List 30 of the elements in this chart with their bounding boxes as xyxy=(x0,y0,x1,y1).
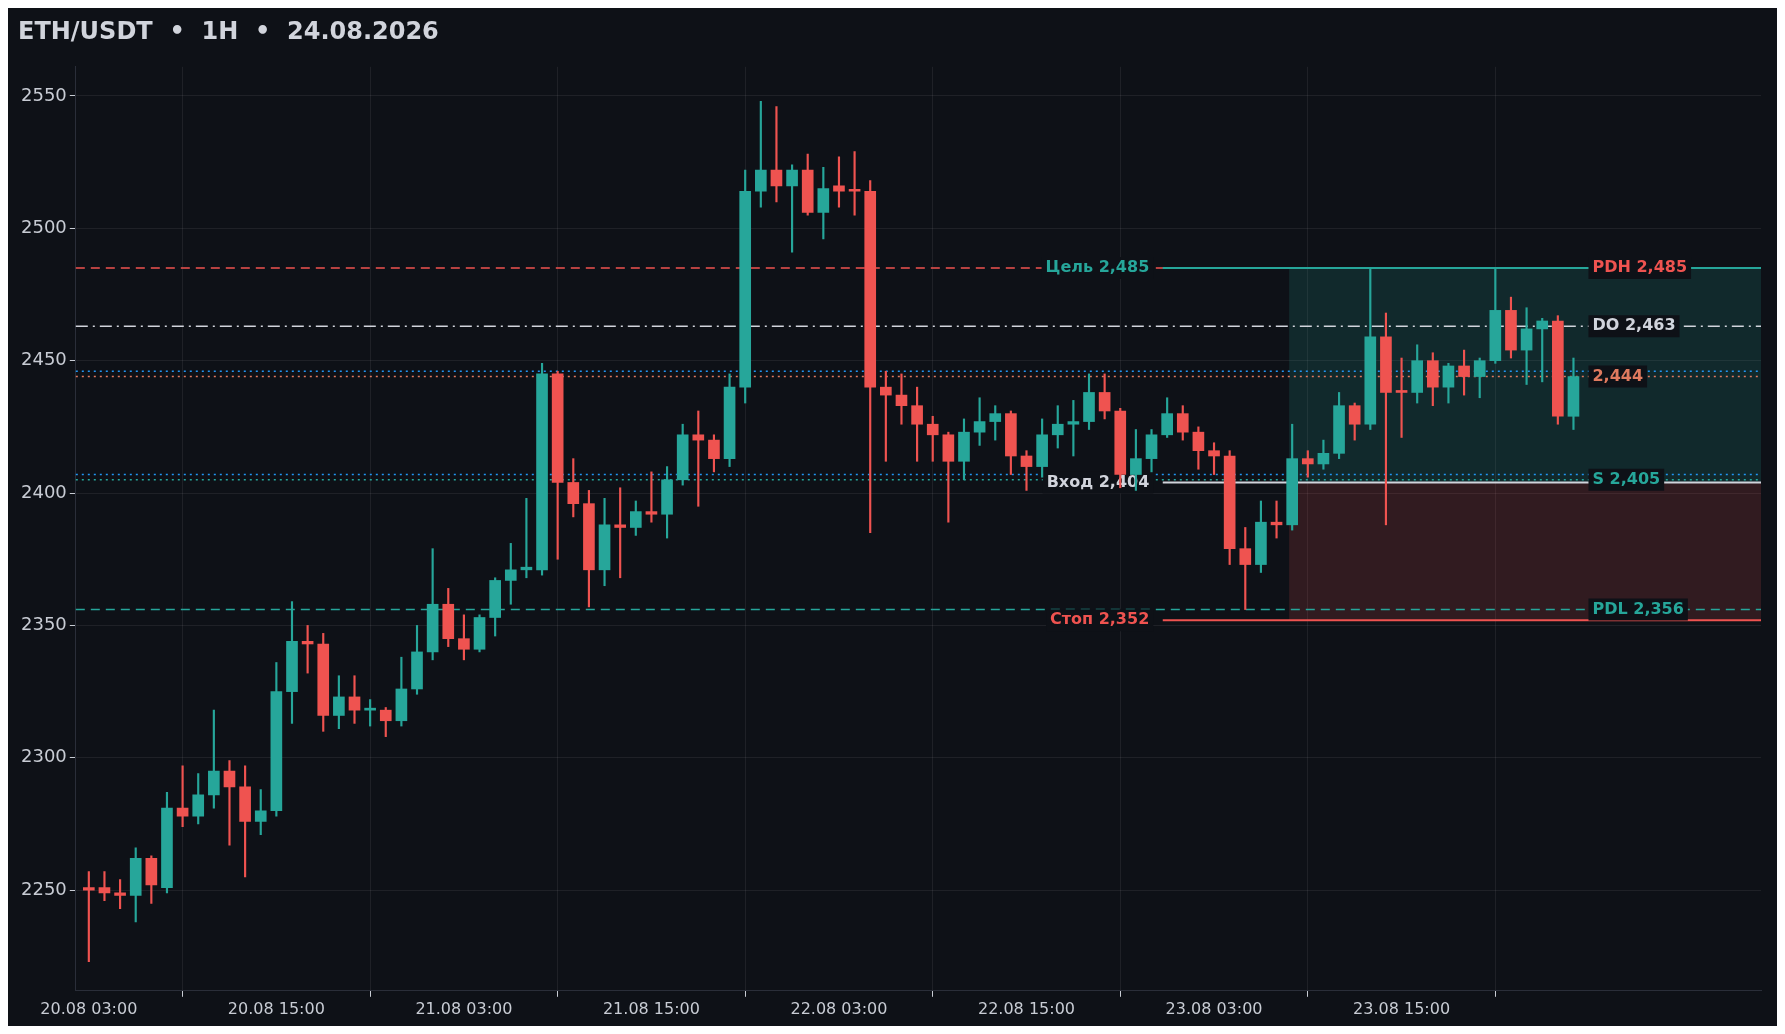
candlestick xyxy=(1395,357,1408,438)
x-tick-label: 23.08 03:00 xyxy=(1165,998,1263,1018)
y-tick-label: 2250 xyxy=(21,877,67,899)
candlestick xyxy=(223,760,236,846)
candlestick xyxy=(770,106,783,203)
ref-line-label: Цель 2,485 xyxy=(1045,257,1150,277)
chart-title: ETH/USDT • 1H • 24.08.2026 xyxy=(18,16,439,45)
y-tick-label: 2500 xyxy=(21,215,67,237)
x-tick-label: 22.08 15:00 xyxy=(978,998,1075,1018)
y-tick-label: 2400 xyxy=(21,480,67,502)
y-tick-label: 2350 xyxy=(21,613,67,635)
candlestick xyxy=(895,373,908,425)
x-tick-label: 23.08 15:00 xyxy=(1353,998,1451,1018)
ref-line-label: 2,444 xyxy=(1592,365,1644,385)
candlestick xyxy=(98,871,111,902)
ref-line-label: DO 2,463 xyxy=(1592,315,1676,335)
candlestick xyxy=(1020,450,1033,491)
x-tick-label: 21.08 03:00 xyxy=(415,998,513,1018)
x-tick-label: 20.08 15:00 xyxy=(227,998,325,1018)
y-tick-label: 2450 xyxy=(21,348,67,370)
ref-line-label: PDH 2,485 xyxy=(1592,257,1688,277)
x-tick-label: 22.08 03:00 xyxy=(790,998,888,1018)
x-tick-label: 20.08 03:00 xyxy=(40,998,138,1018)
candlestick xyxy=(645,471,658,523)
ref-line-label: Стоп 2,352 xyxy=(1050,609,1150,629)
ref-line-label: PDL 2,356 xyxy=(1592,598,1684,618)
ref-line-label: S 2,405 xyxy=(1592,468,1661,488)
y-tick-label: 2550 xyxy=(21,83,67,105)
y-tick-label: 2300 xyxy=(21,745,67,767)
x-tick-label: 21.08 15:00 xyxy=(602,998,700,1018)
